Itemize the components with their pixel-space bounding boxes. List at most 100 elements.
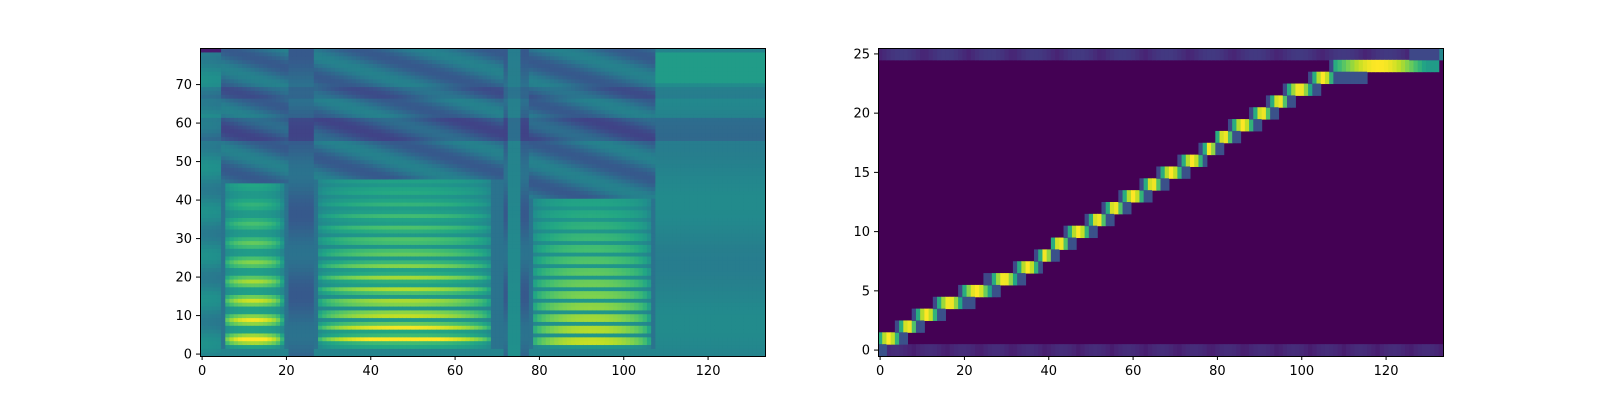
mel-cell xyxy=(448,225,454,230)
mel-cell xyxy=(242,167,247,172)
mel-cell xyxy=(427,159,433,165)
mel-cell xyxy=(271,329,277,334)
mel-cell xyxy=(216,82,222,88)
mel-cell xyxy=(368,263,374,269)
mel-cell xyxy=(381,348,387,353)
mel-cell xyxy=(242,144,247,149)
mel-cell xyxy=(406,121,412,126)
mel-cell xyxy=(313,194,319,199)
mel-cell xyxy=(440,332,446,338)
mel-cell xyxy=(229,340,235,346)
mel-cell xyxy=(208,86,214,91)
mel-cell xyxy=(444,340,450,346)
mel-cell xyxy=(343,352,349,357)
mel-cell xyxy=(288,317,294,322)
mel-cell xyxy=(292,305,298,311)
mel-cell xyxy=(339,78,344,84)
mel-cell xyxy=(410,98,416,103)
mel-cell xyxy=(263,255,269,261)
mel-cell xyxy=(233,86,239,91)
mel-cell xyxy=(393,182,399,188)
mel-cell xyxy=(305,163,311,168)
mel-cell xyxy=(237,302,243,307)
mel-cell xyxy=(389,225,395,230)
mel-cell xyxy=(246,125,252,130)
mel-cell xyxy=(330,317,336,322)
mel-cell xyxy=(212,236,218,242)
mel-cell xyxy=(313,113,319,118)
mel-cell xyxy=(343,121,349,126)
mel-cell xyxy=(444,309,450,315)
mel-cell xyxy=(242,348,247,353)
mel-cell xyxy=(457,267,463,272)
mel-cell xyxy=(393,248,399,253)
mel-cell xyxy=(360,309,366,315)
mel-cell xyxy=(271,55,277,61)
mel-cell xyxy=(275,232,281,238)
mel-cell xyxy=(208,217,214,222)
mel-cell xyxy=(271,298,277,303)
mel-cell xyxy=(288,221,294,226)
mel-cell xyxy=(305,140,311,145)
mel-cell xyxy=(200,105,205,111)
mel-cell xyxy=(322,248,328,253)
mel-cell xyxy=(334,348,340,353)
mel-cell xyxy=(271,163,277,168)
mel-cell xyxy=(275,225,281,230)
mel-cell xyxy=(288,244,294,249)
mel-cell xyxy=(389,155,395,161)
mel-cell xyxy=(318,286,323,292)
mel-cell xyxy=(318,128,323,134)
mel-cell xyxy=(322,48,328,53)
mel-cell xyxy=(330,82,336,88)
mel-cell xyxy=(372,90,378,95)
mel-cell xyxy=(381,294,387,299)
mel-cell xyxy=(200,178,205,184)
mel-cell xyxy=(389,267,395,272)
mel-cell xyxy=(309,317,315,322)
mel-cell xyxy=(423,151,429,157)
mel-cell xyxy=(406,113,412,118)
mel-cell xyxy=(436,98,441,103)
mel-cell xyxy=(263,113,269,118)
mel-cell xyxy=(229,148,235,153)
mel-cell xyxy=(360,182,366,188)
mel-cell xyxy=(326,148,332,153)
mel-cell xyxy=(368,101,374,107)
mel-cell xyxy=(461,302,467,307)
mel-cell xyxy=(267,78,273,84)
mel-cell xyxy=(427,221,433,226)
mel-cell xyxy=(296,271,302,276)
mel-cell xyxy=(322,271,328,276)
mel-cell xyxy=(406,78,412,84)
mel-cell xyxy=(440,178,446,184)
mel-cell xyxy=(427,194,433,199)
mel-cell xyxy=(444,48,450,53)
mel-cell xyxy=(284,228,290,234)
mel-cell xyxy=(254,63,260,68)
mel-cell xyxy=(427,163,433,168)
mel-cell xyxy=(275,159,281,165)
mel-cell xyxy=(389,90,395,95)
mel-cell xyxy=(431,63,437,68)
mel-cell xyxy=(254,252,260,257)
mel-cell xyxy=(284,209,290,215)
mel-cell xyxy=(431,136,437,141)
mel-cell xyxy=(326,132,332,138)
mel-cell xyxy=(419,132,425,138)
mel-cell xyxy=(389,63,395,68)
mel-cell xyxy=(406,117,412,122)
mel-cell xyxy=(343,298,349,303)
mel-cell xyxy=(330,348,336,353)
mel-cell xyxy=(250,275,256,280)
mel-cell xyxy=(318,48,323,53)
mel-cell xyxy=(372,105,378,111)
mel-cell xyxy=(326,63,332,68)
mel-cell xyxy=(221,48,226,53)
mel-cell xyxy=(242,55,247,61)
mel-cell xyxy=(440,101,446,107)
mel-cell xyxy=(381,236,387,242)
mel-cell xyxy=(296,240,302,245)
mel-cell xyxy=(444,178,450,184)
mel-cell xyxy=(343,252,349,257)
